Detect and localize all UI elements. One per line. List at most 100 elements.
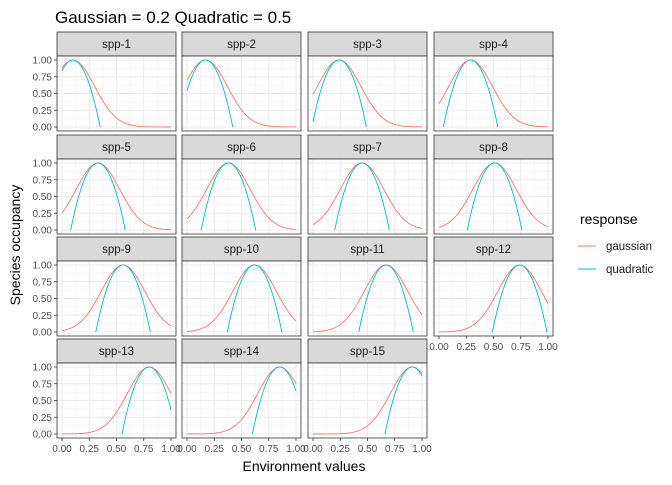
quadratic-line bbox=[442, 59, 499, 128]
panel-border bbox=[307, 55, 428, 132]
legend-item-quadratic: quadratic bbox=[578, 264, 654, 276]
facet-panel-spp-1: spp-1 0.00 0.25 0.50 0.75 1.00 bbox=[33, 31, 177, 134]
x-tick-label: 1.00 bbox=[412, 444, 432, 455]
y-tick-label: 0.00 bbox=[33, 430, 53, 441]
y-tick-label: 0.75 bbox=[33, 72, 53, 83]
facet-panel-spp-14: spp-14 0.00 0.25 0.50 0.75 1.00 bbox=[177, 338, 306, 455]
facet-panel-spp-5: spp-5 0.00 0.25 0.50 0.75 1.00 bbox=[33, 134, 177, 237]
y-tick-label: 0.50 bbox=[33, 294, 53, 305]
facet-strip bbox=[433, 31, 554, 57]
panel-border bbox=[307, 260, 428, 337]
x-tick-label: 0.50 bbox=[232, 444, 252, 455]
gaussian-line bbox=[312, 264, 423, 333]
quadratic-line bbox=[334, 162, 390, 231]
x-tick-label: 0.00 bbox=[52, 444, 72, 455]
facet-strip bbox=[181, 134, 302, 160]
facet-strip bbox=[307, 134, 428, 160]
x-tick-label: 0.25 bbox=[457, 342, 477, 353]
facet-panel-spp-8: spp-8 bbox=[433, 134, 554, 235]
panel-border bbox=[307, 158, 428, 235]
quadratic-line bbox=[358, 264, 414, 333]
y-tick-label: 0.00 bbox=[33, 328, 53, 339]
facet-panel-spp-3: spp-3 bbox=[307, 31, 428, 132]
facet-strip-label: spp-4 bbox=[479, 39, 508, 51]
x-tick-label: 0.00 bbox=[429, 342, 449, 353]
y-tick-label: 0.25 bbox=[33, 209, 53, 220]
facet-strip-label: spp-1 bbox=[102, 39, 131, 51]
facet-strip-label: spp-10 bbox=[224, 244, 259, 256]
facet-panel-spp-2: spp-2 bbox=[181, 31, 302, 132]
y-tick-label: 0.25 bbox=[33, 413, 53, 424]
quadratic-line bbox=[312, 59, 367, 128]
gaussian-line bbox=[312, 59, 423, 128]
facet-strip-label: spp-5 bbox=[102, 142, 131, 154]
facet-strip bbox=[433, 236, 554, 262]
facet-panel-spp-7: spp-7 bbox=[307, 134, 428, 235]
gaussian-line bbox=[438, 264, 549, 333]
quadratic-line bbox=[121, 366, 172, 435]
gaussian-line bbox=[313, 366, 423, 435]
x-tick-label: 1.00 bbox=[161, 444, 181, 455]
facet-strip bbox=[56, 134, 177, 160]
y-axis-label: Species occupancy bbox=[7, 185, 23, 306]
y-tick-label: 0.50 bbox=[33, 89, 53, 100]
x-tick-label: 0.00 bbox=[177, 444, 197, 455]
x-tick-label: 0.75 bbox=[511, 342, 531, 353]
y-tick-label: 0.75 bbox=[33, 379, 53, 390]
facet-panel-spp-4: spp-4 bbox=[433, 31, 554, 132]
facet-strip-label: spp-2 bbox=[227, 39, 256, 51]
facet-strip-label: spp-6 bbox=[227, 142, 256, 154]
x-tick-label: 1.00 bbox=[538, 342, 558, 353]
x-tick-label: 0.00 bbox=[303, 444, 323, 455]
quadratic-line bbox=[466, 162, 523, 231]
chart-title: Gaussian = 0.2 Quadratic = 0.5 bbox=[55, 8, 291, 27]
panel-border bbox=[181, 158, 302, 235]
gaussian-line bbox=[61, 162, 172, 231]
facet-strip-label: spp-11 bbox=[350, 244, 384, 256]
y-tick-label: 0.75 bbox=[33, 277, 53, 288]
facet-strip-label: spp-9 bbox=[102, 244, 131, 256]
facet-strip bbox=[307, 338, 428, 364]
facet-strip bbox=[56, 31, 177, 57]
facet-panel-spp-9: spp-9 0.00 0.25 0.50 0.75 1.00 bbox=[33, 236, 177, 339]
quadratic-line bbox=[95, 264, 151, 333]
facet-strip-label: spp-14 bbox=[224, 346, 260, 358]
panel-border bbox=[433, 158, 554, 235]
x-tick-label: 0.50 bbox=[107, 444, 127, 455]
y-tick-label: 0.50 bbox=[33, 396, 53, 407]
facet-strip-label: spp-8 bbox=[479, 142, 508, 154]
x-tick-label: 0.75 bbox=[385, 444, 405, 455]
x-axis-label: Environment values bbox=[243, 458, 366, 474]
y-tick-label: 1.00 bbox=[33, 363, 53, 374]
x-tick-label: 0.50 bbox=[484, 342, 504, 353]
facet-strip bbox=[307, 31, 428, 57]
facet-panels: spp-1 0.00 0.25 0.50 0.75 1.00 spp-2 spp-3 spp-4… bbox=[33, 31, 558, 455]
quadratic-line bbox=[70, 162, 126, 231]
facet-strip-label: spp-7 bbox=[353, 142, 382, 154]
facet-panel-spp-11: spp-11 bbox=[307, 236, 428, 337]
x-tick-label: 0.50 bbox=[358, 444, 378, 455]
panel-border bbox=[181, 55, 302, 132]
facet-strip-label: spp-15 bbox=[350, 346, 385, 358]
panel-border bbox=[181, 260, 302, 337]
legend: response gaussian quadratic bbox=[578, 211, 654, 276]
y-tick-label: 1.00 bbox=[33, 56, 53, 67]
gaussian-line bbox=[312, 162, 423, 229]
legend-title: response bbox=[580, 211, 638, 227]
gaussian-line bbox=[438, 59, 549, 128]
quadratic-line bbox=[61, 59, 101, 128]
quadratic-line bbox=[200, 162, 257, 231]
quadratic-line bbox=[384, 366, 423, 435]
quadratic-line bbox=[491, 264, 548, 333]
y-tick-label: 0.00 bbox=[33, 123, 53, 134]
quadratic-line bbox=[226, 264, 283, 333]
y-tick-label: 0.50 bbox=[33, 192, 53, 203]
gaussian-line bbox=[186, 264, 297, 332]
x-tick-label: 0.25 bbox=[205, 444, 225, 455]
y-tick-label: 0.00 bbox=[33, 226, 53, 237]
gaussian-line bbox=[186, 162, 297, 230]
gaussian-line bbox=[61, 264, 172, 332]
y-tick-label: 1.00 bbox=[33, 159, 53, 170]
